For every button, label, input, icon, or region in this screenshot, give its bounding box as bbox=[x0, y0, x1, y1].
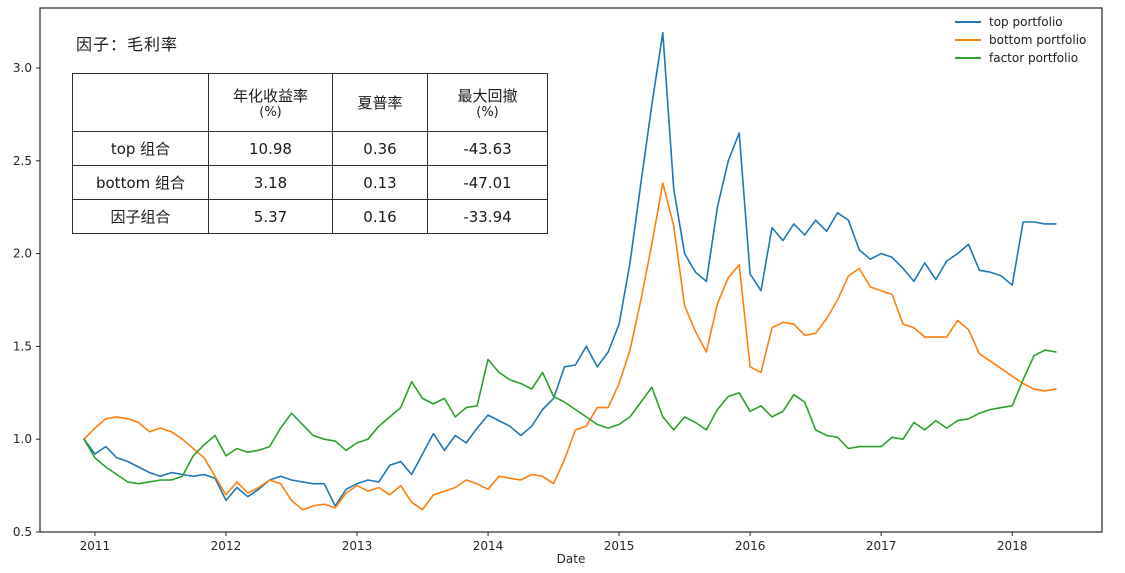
col-max-drawdown: 最大回撤 (%) bbox=[427, 73, 548, 132]
table-row: 因子组合 5.37 0.16 -33.94 bbox=[72, 199, 548, 234]
svg-text:2015: 2015 bbox=[604, 539, 635, 553]
svg-text:2017: 2017 bbox=[866, 539, 897, 553]
svg-text:2014: 2014 bbox=[473, 539, 504, 553]
table-row: bottom 组合 3.18 0.13 -47.01 bbox=[72, 165, 548, 200]
cell-value: 0.36 bbox=[332, 131, 428, 166]
svg-text:2011: 2011 bbox=[80, 539, 111, 553]
cell-value: 5.37 bbox=[208, 199, 333, 234]
svg-text:2016: 2016 bbox=[735, 539, 766, 553]
line-swatch-icon bbox=[955, 57, 981, 59]
svg-text:2.5: 2.5 bbox=[13, 154, 32, 168]
table-header-row: 年化收益率 (%) 夏普率 最大回撤 (%) bbox=[72, 73, 548, 132]
cell-value: 10.98 bbox=[208, 131, 333, 166]
row-label: top 组合 bbox=[72, 131, 209, 166]
legend-item-top-portfolio: top portfolio bbox=[955, 13, 1086, 31]
svg-text:2018: 2018 bbox=[997, 539, 1028, 553]
legend-item-factor-portfolio: factor portfolio bbox=[955, 49, 1086, 67]
svg-text:0.5: 0.5 bbox=[13, 525, 32, 539]
line-swatch-icon bbox=[955, 39, 981, 41]
svg-text:3.0: 3.0 bbox=[13, 61, 32, 75]
svg-text:1.5: 1.5 bbox=[13, 339, 32, 353]
chart-title: 因子：毛利率 bbox=[76, 35, 179, 54]
svg-text:2013: 2013 bbox=[342, 539, 373, 553]
cell-value: -33.94 bbox=[427, 199, 548, 234]
cell-value: 0.16 bbox=[332, 199, 428, 234]
svg-text:2012: 2012 bbox=[211, 539, 242, 553]
col-sharpe: 夏普率 bbox=[332, 73, 428, 132]
cell-value: 3.18 bbox=[208, 165, 333, 200]
col-annual-return: 年化收益率 (%) bbox=[208, 73, 333, 132]
row-label: bottom 组合 bbox=[72, 165, 209, 200]
cell-value: -47.01 bbox=[427, 165, 548, 200]
cell-value: 0.13 bbox=[332, 165, 428, 200]
row-label: 因子组合 bbox=[72, 199, 209, 234]
line-swatch-icon bbox=[955, 21, 981, 23]
svg-text:1.0: 1.0 bbox=[13, 432, 32, 446]
svg-text:2.0: 2.0 bbox=[13, 247, 32, 261]
table-corner-cell bbox=[72, 73, 209, 132]
cell-value: -43.63 bbox=[427, 131, 548, 166]
stats-table: 年化收益率 (%) 夏普率 最大回撤 (%) top 组合 10.98 0.36 -… bbox=[72, 73, 548, 234]
legend-item-bottom-portfolio: bottom portfolio bbox=[955, 31, 1086, 49]
svg-text:Date: Date bbox=[557, 552, 586, 566]
chart-legend: top portfolio bottom portfolio factor po… bbox=[955, 13, 1086, 67]
table-row: top 组合 10.98 0.36 -43.63 bbox=[72, 131, 548, 166]
